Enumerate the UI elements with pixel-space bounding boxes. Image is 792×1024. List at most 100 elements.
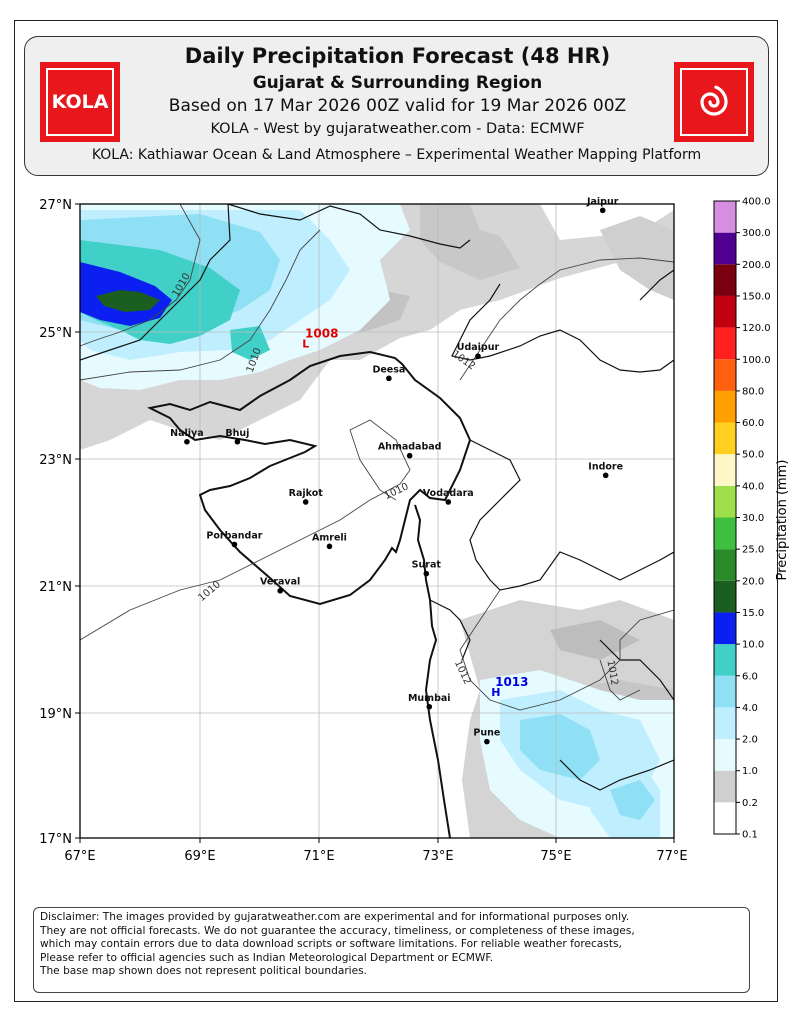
city-layer: Jaipur Udaipur Deesa Naliya Bhuj Ahmadabad Ind… [170,196,623,745]
colorbar-swatch [714,770,736,803]
colorbar-swatch [714,612,736,645]
colorbar-tick-label: 30.0 [742,513,764,524]
disclaimer-line: Disclaimer: The images provided by gujar… [40,911,630,923]
colorbar-tick-label: 150.0 [742,291,771,302]
city-label: Indore [588,461,623,472]
colorbar-swatch [714,675,736,708]
city-marker [445,499,452,505]
city-label: Rajkot [289,488,324,499]
colorbar-swatch [714,201,736,233]
city-marker [426,703,433,710]
city-marker [406,452,413,459]
colorbar-swatch [714,359,736,391]
lon-label: 73°E [422,849,453,864]
city-label: Bhuj [225,428,249,439]
city-marker [484,738,490,745]
colorbar-swatch [714,295,736,328]
cyclone-logo-icon [674,62,754,142]
lat-label: 21°N [39,580,72,595]
colorbar-tick-label: 400.0 [742,197,771,208]
city-label: Amreli [312,532,347,543]
colorbar-swatch [714,264,736,296]
city-marker [326,543,333,550]
lat-label: 25°N [39,326,72,341]
lat-label: 17°N [39,832,72,847]
city-marker [602,472,609,479]
source-line: KOLA - West by gujaratweather.com - Data… [210,121,585,137]
city-label: Surat [412,560,442,571]
lon-label: 77°E [656,849,687,864]
header-box [24,36,769,176]
colorbar-tick-label: 100.0 [742,355,771,366]
precip-colorbar: 0.1 0.2 1.0 2.0 4.0 6.0 10.0 15.0 20.0 25.0 30.0 40… [713,197,771,841]
colorbar-swatch [714,580,736,613]
platform-line: KOLA: Kathiawar Ocean & Land Atmosphere … [91,147,702,163]
city-marker [231,541,238,548]
region-subtitle: Gujarat & Surrounding Region [252,73,543,93]
city-label: Vodadara [423,488,474,499]
colorbar-swatch [714,549,736,581]
valid-time: Based on 17 Mar 2026 00Z valid for 19 Ma… [168,96,627,116]
colorbar-tick-label: 50.0 [742,450,764,461]
colorbar-tick-label: 1.0 [742,766,758,777]
city-label: Jaipur [586,196,619,207]
colorbar-tick-label: 0.2 [742,798,758,809]
lon-label: 67°E [64,849,95,864]
colorbar-tick-label: 300.0 [742,228,771,239]
disclaimer-line: They are not official forecasts. We do n… [40,924,635,937]
precip-field [80,204,674,838]
city-label: Ahmadabad [378,442,442,453]
colorbar-swatch [714,232,736,265]
city-label: Deesa [372,364,405,375]
colorbar-tick-label: 80.0 [742,386,764,397]
city-marker [423,570,430,577]
colorbar-swatch [714,390,736,423]
page-title: Daily Precipitation Forecast (48 HR) [184,44,611,68]
map-frame [79,203,675,839]
disclaimer-line: which may contain errors due to data dow… [40,938,622,950]
axis-ticks [75,203,675,843]
colorbar-tick-label: 2.0 [742,735,758,746]
colorbar-label: Precipitation (mm) [775,460,790,581]
colorbar-tick-label: 6.0 [742,671,758,682]
city-label: Mumbai [408,693,451,704]
colorbar-swatch [714,327,736,360]
city-marker [277,587,283,594]
city-label: Udaipur [457,342,500,353]
pressure-marker: L [302,337,309,350]
disclaimer-line: Please refer to official agencies such a… [40,951,494,964]
colorbar-swatch [714,517,736,550]
colorbar-tick-label: 0.1 [742,830,758,841]
colorbar-tick-label: 120.0 [742,323,771,334]
lon-label: 75°E [540,849,571,864]
colorbar-swatch [714,454,736,486]
city-marker [302,499,309,505]
lon-label: 69°E [184,849,215,864]
lon-label: 71°E [303,849,334,864]
kola-logo: KOLA [40,62,120,142]
pressure-value: 1013 [495,675,528,689]
city-label: Porbandar [206,530,262,541]
city-marker [475,353,481,359]
lat-label: 27°N [39,198,72,213]
graticule [80,204,674,838]
city-label: Naliya [170,428,203,439]
city-marker [599,207,606,214]
lat-label: 23°N [39,453,72,468]
colorbar-tick-label: 4.0 [742,703,758,714]
colorbar-tick-label: 40.0 [742,481,764,492]
colorbar-tick-label: 25.0 [742,545,764,556]
colorbar-tick-label: 15.0 [742,608,764,619]
lat-label: 19°N [39,707,72,722]
colorbar-swatch [714,707,736,740]
colorbar-swatch [714,644,736,676]
colorbar-swatch [714,485,736,518]
disclaimer-box: Disclaimer: The images provided by gujar… [33,907,750,993]
coastlines [80,204,674,838]
colorbar-tick-label: 60.0 [742,418,764,429]
city-marker [386,375,392,382]
colorbar-tick-label: 200.0 [742,260,771,271]
city-marker [234,438,241,445]
pressure-value: 1008 [305,326,338,340]
